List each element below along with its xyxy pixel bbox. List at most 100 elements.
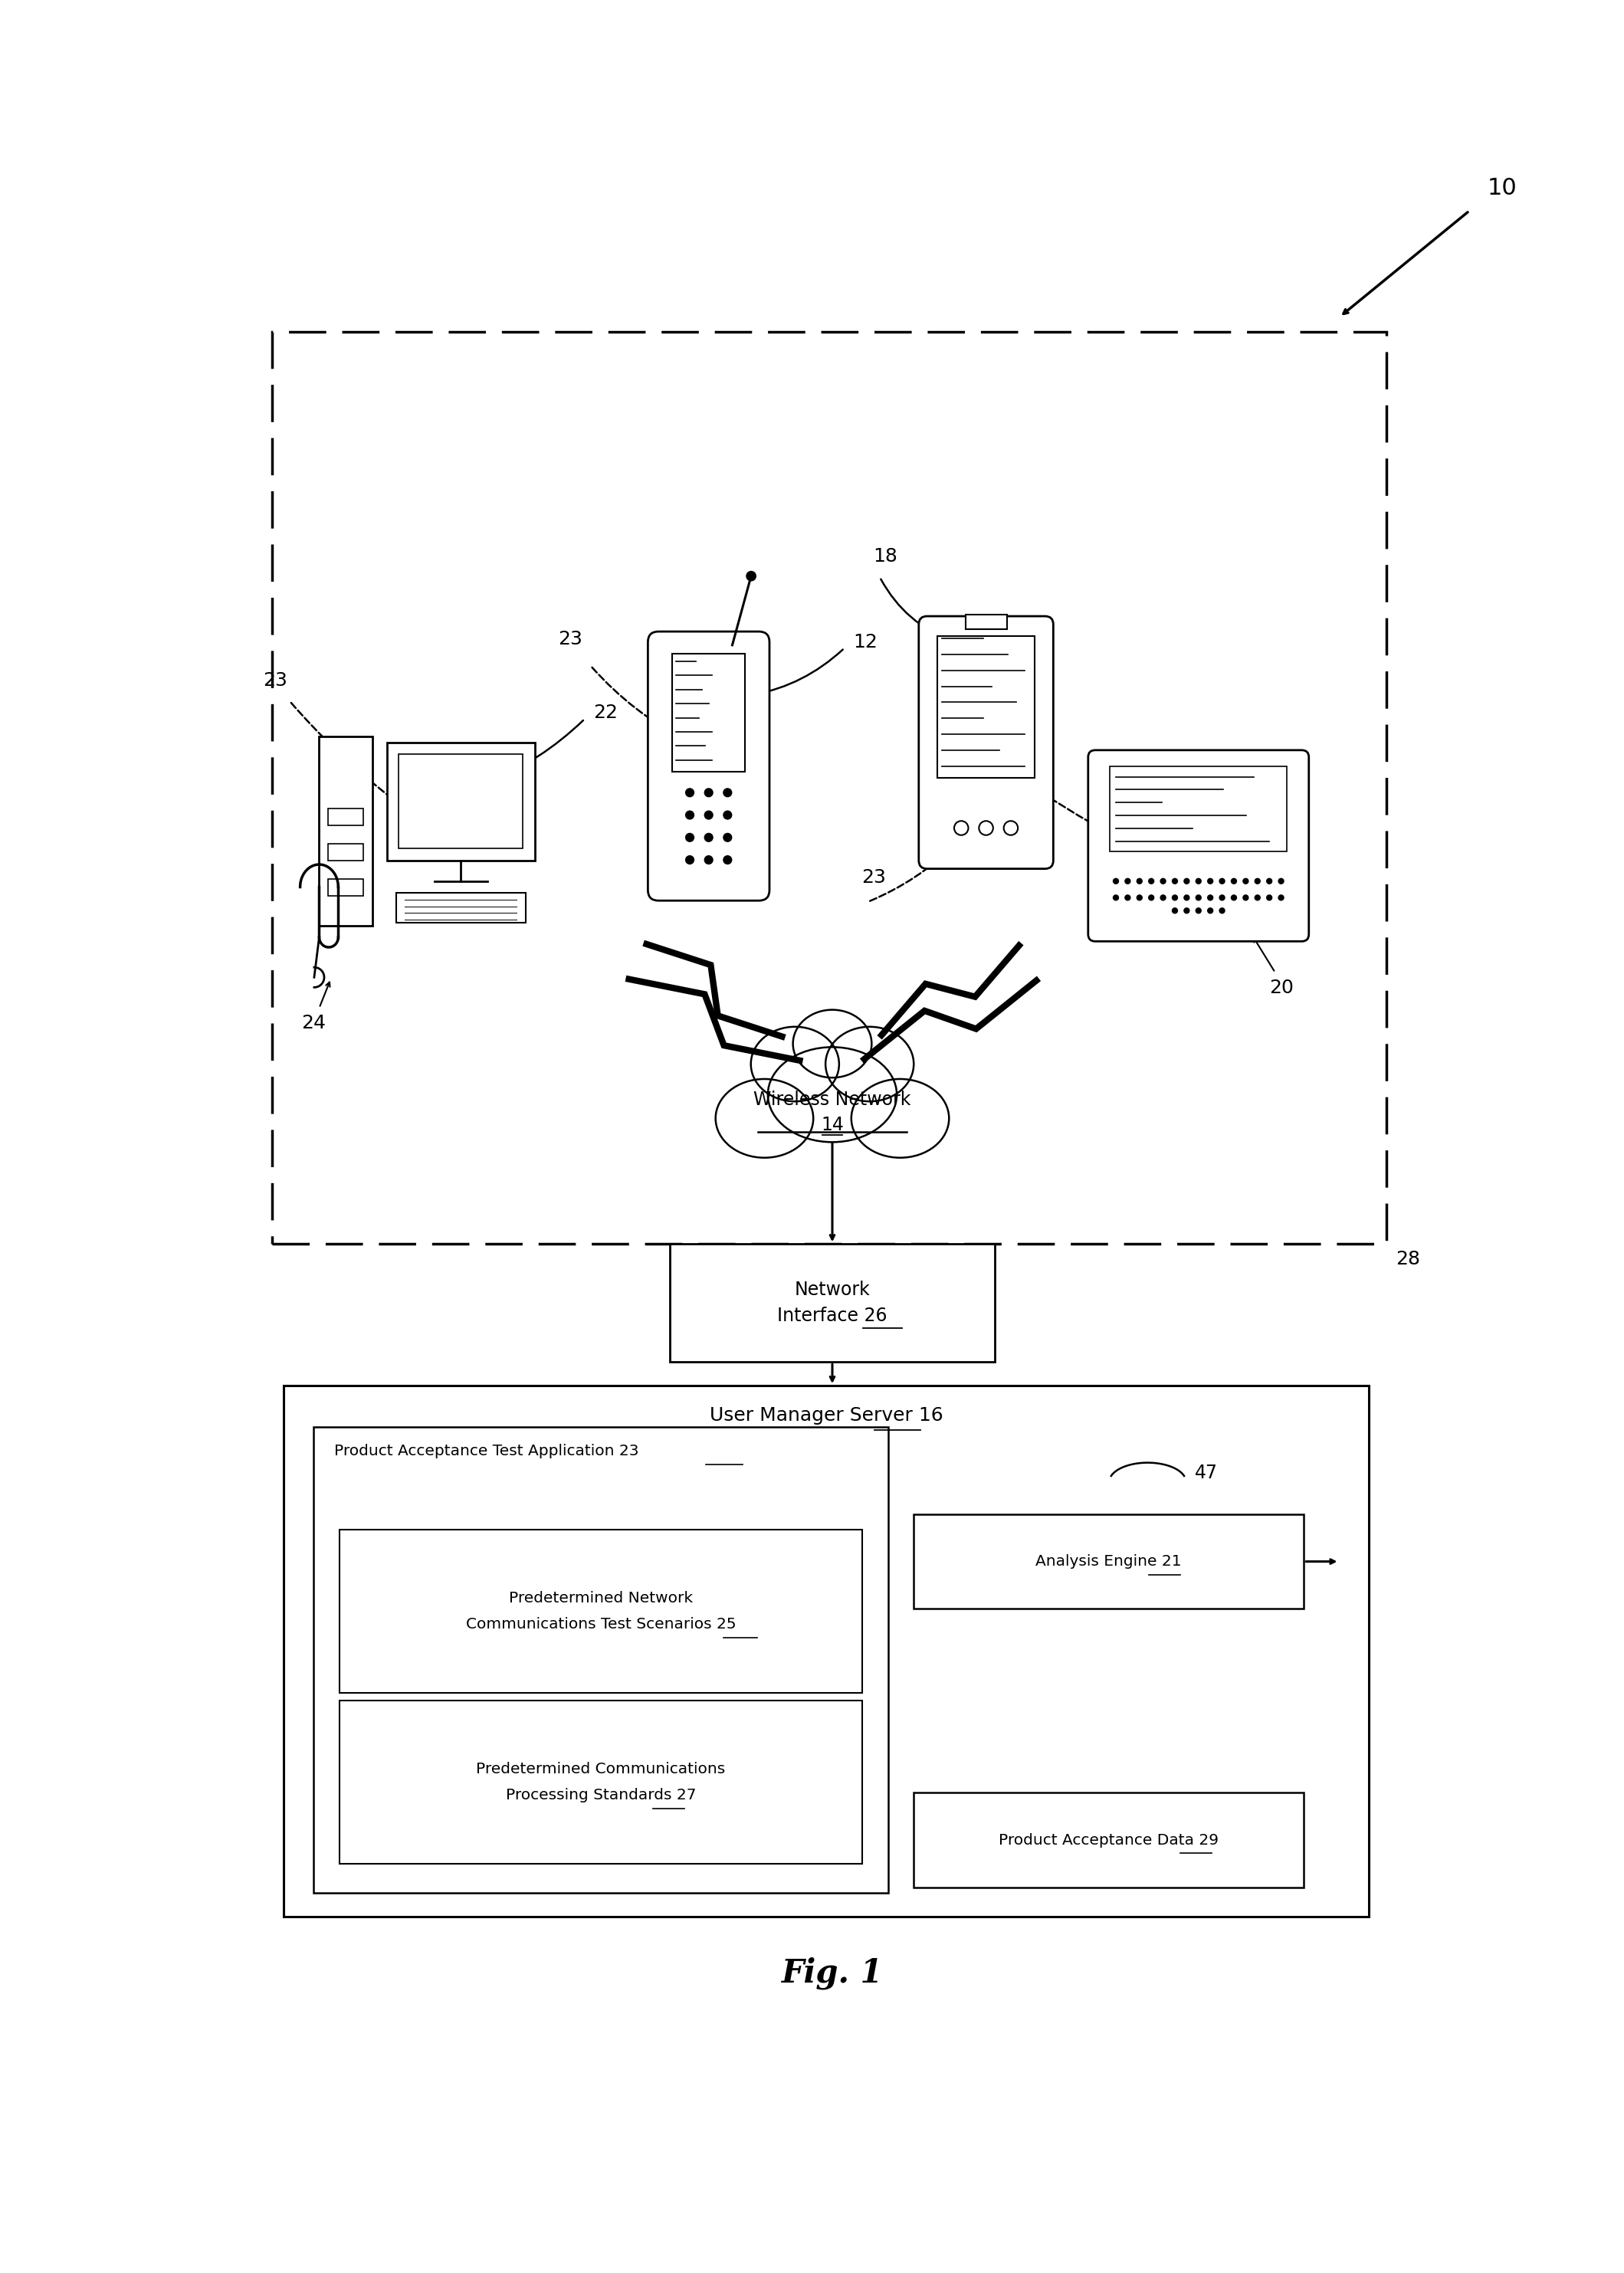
Text: Processing Standards 27: Processing Standards 27 [505,1789,697,1802]
Text: 23: 23 [986,721,1010,739]
Circle shape [1195,907,1202,914]
Text: 14: 14 [820,1116,844,1134]
Text: 23: 23 [263,671,287,689]
Circle shape [723,855,732,864]
Circle shape [1255,877,1260,884]
Circle shape [1173,877,1177,884]
Circle shape [1231,896,1236,900]
FancyBboxPatch shape [1088,750,1309,941]
Text: 47: 47 [1195,1464,1218,1482]
FancyBboxPatch shape [328,880,364,896]
FancyBboxPatch shape [400,755,523,848]
Ellipse shape [768,1048,896,1141]
FancyBboxPatch shape [671,1243,994,1362]
FancyBboxPatch shape [396,893,526,923]
FancyBboxPatch shape [672,655,745,773]
FancyBboxPatch shape [328,843,364,861]
Text: Product Acceptance Data 29: Product Acceptance Data 29 [999,1832,1218,1848]
Text: 23: 23 [862,868,887,886]
Circle shape [705,789,713,798]
Text: 24: 24 [300,1014,325,1032]
Ellipse shape [793,1009,872,1077]
Circle shape [1242,896,1249,900]
Circle shape [1137,896,1142,900]
Text: Communications Test Scenarios 25: Communications Test Scenarios 25 [466,1616,736,1632]
Circle shape [1220,896,1224,900]
Circle shape [1267,877,1272,884]
Circle shape [1112,877,1119,884]
Circle shape [685,789,693,798]
Ellipse shape [851,1080,948,1157]
Ellipse shape [825,1027,914,1102]
Circle shape [1184,877,1189,884]
Circle shape [1278,877,1283,884]
FancyBboxPatch shape [339,1700,862,1864]
Circle shape [1112,896,1119,900]
Circle shape [705,834,713,841]
Ellipse shape [750,1027,840,1102]
Circle shape [1184,907,1189,914]
Circle shape [1125,896,1130,900]
FancyBboxPatch shape [387,743,534,861]
Text: 23: 23 [557,630,581,648]
FancyBboxPatch shape [313,1427,888,1893]
Circle shape [705,811,713,818]
Text: Predetermined Communications: Predetermined Communications [476,1762,726,1777]
Circle shape [1137,877,1142,884]
Circle shape [685,834,693,841]
Circle shape [723,834,732,841]
Text: 10: 10 [1488,177,1517,200]
Circle shape [1231,877,1236,884]
FancyBboxPatch shape [284,1387,1369,1916]
Text: Product Acceptance Test Application 23: Product Acceptance Test Application 23 [335,1443,638,1457]
Circle shape [685,855,693,864]
Circle shape [1148,877,1155,884]
Circle shape [747,571,755,582]
FancyBboxPatch shape [913,1514,1304,1609]
FancyBboxPatch shape [937,636,1034,777]
Text: 20: 20 [1270,977,1294,998]
Circle shape [1173,907,1177,914]
Circle shape [1208,877,1213,884]
Circle shape [1184,896,1189,900]
FancyBboxPatch shape [339,1530,862,1693]
FancyBboxPatch shape [328,809,364,825]
Circle shape [1161,877,1166,884]
Circle shape [1173,896,1177,900]
Text: 22: 22 [594,705,619,723]
Text: Fig. 1: Fig. 1 [781,1957,883,1989]
FancyBboxPatch shape [919,616,1054,868]
Text: 12: 12 [853,632,877,652]
Circle shape [1148,896,1155,900]
Text: Wireless Network: Wireless Network [754,1091,911,1109]
Circle shape [1220,907,1224,914]
Circle shape [1161,896,1166,900]
FancyBboxPatch shape [965,614,1007,630]
Circle shape [1255,896,1260,900]
Circle shape [1208,896,1213,900]
Circle shape [1125,877,1130,884]
Circle shape [1242,877,1249,884]
Text: Interface 26: Interface 26 [778,1307,887,1325]
Circle shape [1267,896,1272,900]
Circle shape [723,789,732,798]
Circle shape [1208,907,1213,914]
Circle shape [1220,877,1224,884]
Text: Analysis Engine 21: Analysis Engine 21 [1036,1555,1182,1568]
Circle shape [1195,896,1202,900]
Circle shape [1195,877,1202,884]
FancyBboxPatch shape [913,1793,1304,1887]
Ellipse shape [716,1080,814,1157]
FancyBboxPatch shape [1109,766,1286,852]
Circle shape [723,811,732,818]
Circle shape [685,811,693,818]
FancyBboxPatch shape [320,736,372,925]
Text: Network: Network [794,1282,870,1300]
Text: 18: 18 [874,548,898,566]
Text: User Manager Server 16: User Manager Server 16 [710,1407,944,1425]
Circle shape [705,855,713,864]
FancyBboxPatch shape [648,632,770,900]
FancyBboxPatch shape [758,1096,906,1132]
Text: 28: 28 [1395,1250,1419,1268]
Text: Predetermined Network: Predetermined Network [508,1591,693,1605]
